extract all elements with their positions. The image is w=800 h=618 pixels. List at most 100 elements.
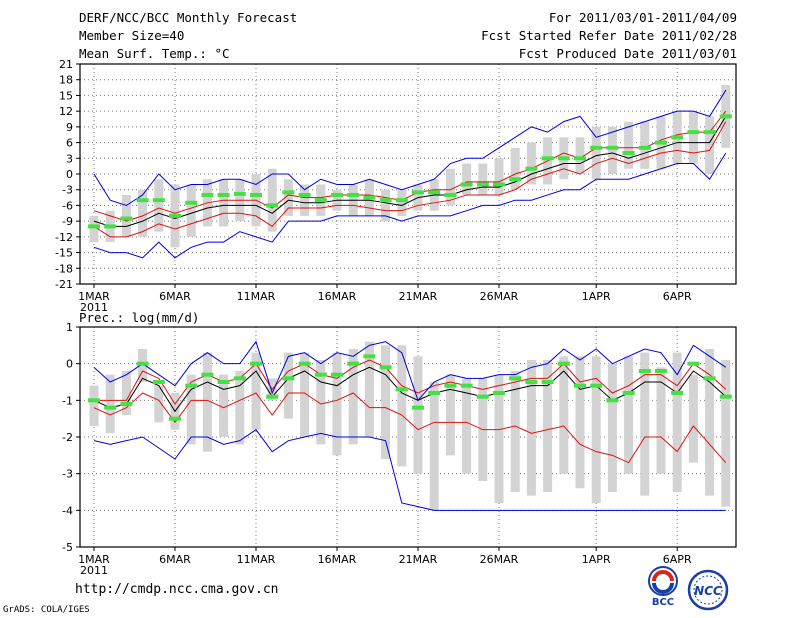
prec-range-box: [397, 345, 407, 467]
prec-plot-frame: [79, 326, 737, 548]
temp-range-box: [283, 179, 293, 216]
prec-range-box: [445, 374, 455, 456]
prec-member-marker: [476, 394, 489, 399]
prec-range-box: [688, 374, 698, 463]
prec-range-box: [202, 352, 212, 452]
precip-panel-title: Prec.: log(mm/d): [79, 310, 200, 325]
temp-member-marker: [169, 213, 181, 218]
temp-member-marker: [314, 198, 327, 203]
prec-member-marker: [525, 380, 538, 384]
prec-range-box: [121, 371, 131, 415]
temp-xtick-label: 26MAR: [480, 290, 519, 303]
temp-series-ensemble-mean-black: [93, 116, 727, 227]
temp-range-box: [381, 189, 391, 222]
prec-ytick-label: -2: [62, 431, 73, 444]
prec-range-box: [283, 352, 293, 419]
ncc-logo-text: NCC: [694, 584, 722, 598]
temp-member-marker: [671, 135, 684, 140]
temp-range-box: [154, 179, 164, 232]
prec-range-box: [251, 352, 261, 430]
prec-member-marker: [104, 405, 117, 410]
prec-member-marker: [185, 383, 198, 388]
temp-member-marker: [541, 156, 554, 161]
prec-xtick-label: 1APR: [582, 553, 611, 566]
prec-xtick-label: 1MAR: [78, 553, 110, 566]
temp-series-mean-spread-red: [93, 110, 727, 222]
temp-ytick-label: -6: [62, 199, 73, 212]
prec-member-marker: [574, 383, 586, 388]
prec-member-marker: [347, 361, 360, 366]
temp-range-box: [688, 111, 698, 164]
prec-range-box: [591, 356, 601, 503]
prec-member-marker: [169, 416, 181, 421]
temp-range-box: [640, 121, 650, 169]
prec-member-marker: [152, 380, 165, 384]
temp-range-box: [510, 147, 520, 190]
prec-member-marker: [509, 376, 522, 381]
prec-member-marker: [314, 372, 327, 377]
temp-member-marker: [428, 190, 441, 195]
temp-ytick-label: -21: [55, 278, 73, 291]
temp-member-marker: [622, 151, 635, 156]
temp-member-marker: [687, 130, 700, 135]
temp-range-box: [624, 121, 634, 169]
temp-series-minimum-blue: [93, 152, 727, 259]
prec-range-box: [413, 356, 423, 474]
produced-date: Fcst Produced Date 2011/03/01: [518, 46, 737, 61]
temp-member-marker: [412, 190, 424, 195]
prec-range-box: [348, 349, 358, 445]
temp-member-marker: [185, 200, 198, 205]
prec-xtick-label: 16MAR: [318, 553, 357, 566]
prec-member-marker: [655, 369, 667, 373]
temp-range-box: [705, 116, 715, 174]
temp-range-box: [138, 189, 148, 237]
prec-member-marker: [622, 391, 635, 395]
prec-member-marker: [428, 391, 441, 395]
website-url[interactable]: http://cmdp.ncc.cma.gov.cn: [75, 582, 279, 597]
temp-range-box: [445, 168, 455, 206]
prec-member-marker: [233, 376, 246, 381]
prec-member-marker: [606, 398, 619, 403]
prec-member-marker: [444, 383, 457, 388]
temp-member-marker: [590, 145, 603, 150]
prec-member-marker: [266, 394, 279, 399]
prec-xtick-label: 11MAR: [237, 553, 276, 566]
temp-member-marker: [136, 198, 149, 203]
prec-xtick-year: 2011: [80, 564, 108, 577]
prec-range-box: [607, 363, 617, 492]
temp-series-mean-spread-red: [93, 121, 727, 238]
prec-series-mean-spread-red: [94, 359, 727, 405]
temp-member-marker: [331, 192, 343, 197]
temp-member-marker: [719, 114, 732, 119]
temp-member-marker: [655, 140, 667, 145]
prec-member-marker: [671, 391, 684, 395]
temp-ytick-label: 18: [59, 74, 73, 87]
prec-xtick-label: 6APR: [663, 553, 692, 566]
prec-series-ensemble-mean-black: [93, 366, 727, 413]
prec-member-marker: [298, 361, 311, 366]
prec-member-marker: [719, 394, 732, 399]
prec-member-marker: [88, 398, 100, 403]
prec-range-box: [494, 374, 504, 503]
temp-range-box: [494, 158, 504, 195]
temp-range-box: [300, 184, 310, 216]
temp-member-marker: [298, 192, 311, 197]
prec-range-box: [510, 371, 520, 492]
prec-member-marker: [201, 372, 214, 377]
temp-range-box: [397, 189, 407, 216]
temp-ytick-label: 0: [66, 168, 73, 181]
prec-range-box: [526, 360, 536, 496]
temp-member-marker: [233, 191, 246, 196]
temp-range-box: [267, 168, 277, 232]
prec-series-mean-spread-red: [93, 392, 727, 464]
temp-range-box: [478, 163, 488, 195]
prec-member-marker: [363, 354, 376, 359]
temp-xtick-label: 21MAR: [399, 290, 438, 303]
temp-member-marker: [266, 203, 279, 208]
prec-member-marker: [493, 391, 505, 395]
temp-ytick-label: 3: [66, 152, 73, 165]
temp-member-marker: [379, 198, 392, 203]
prec-range-box: [672, 352, 682, 492]
prec-member-marker: [687, 361, 700, 366]
temp-member-marker: [509, 177, 522, 182]
